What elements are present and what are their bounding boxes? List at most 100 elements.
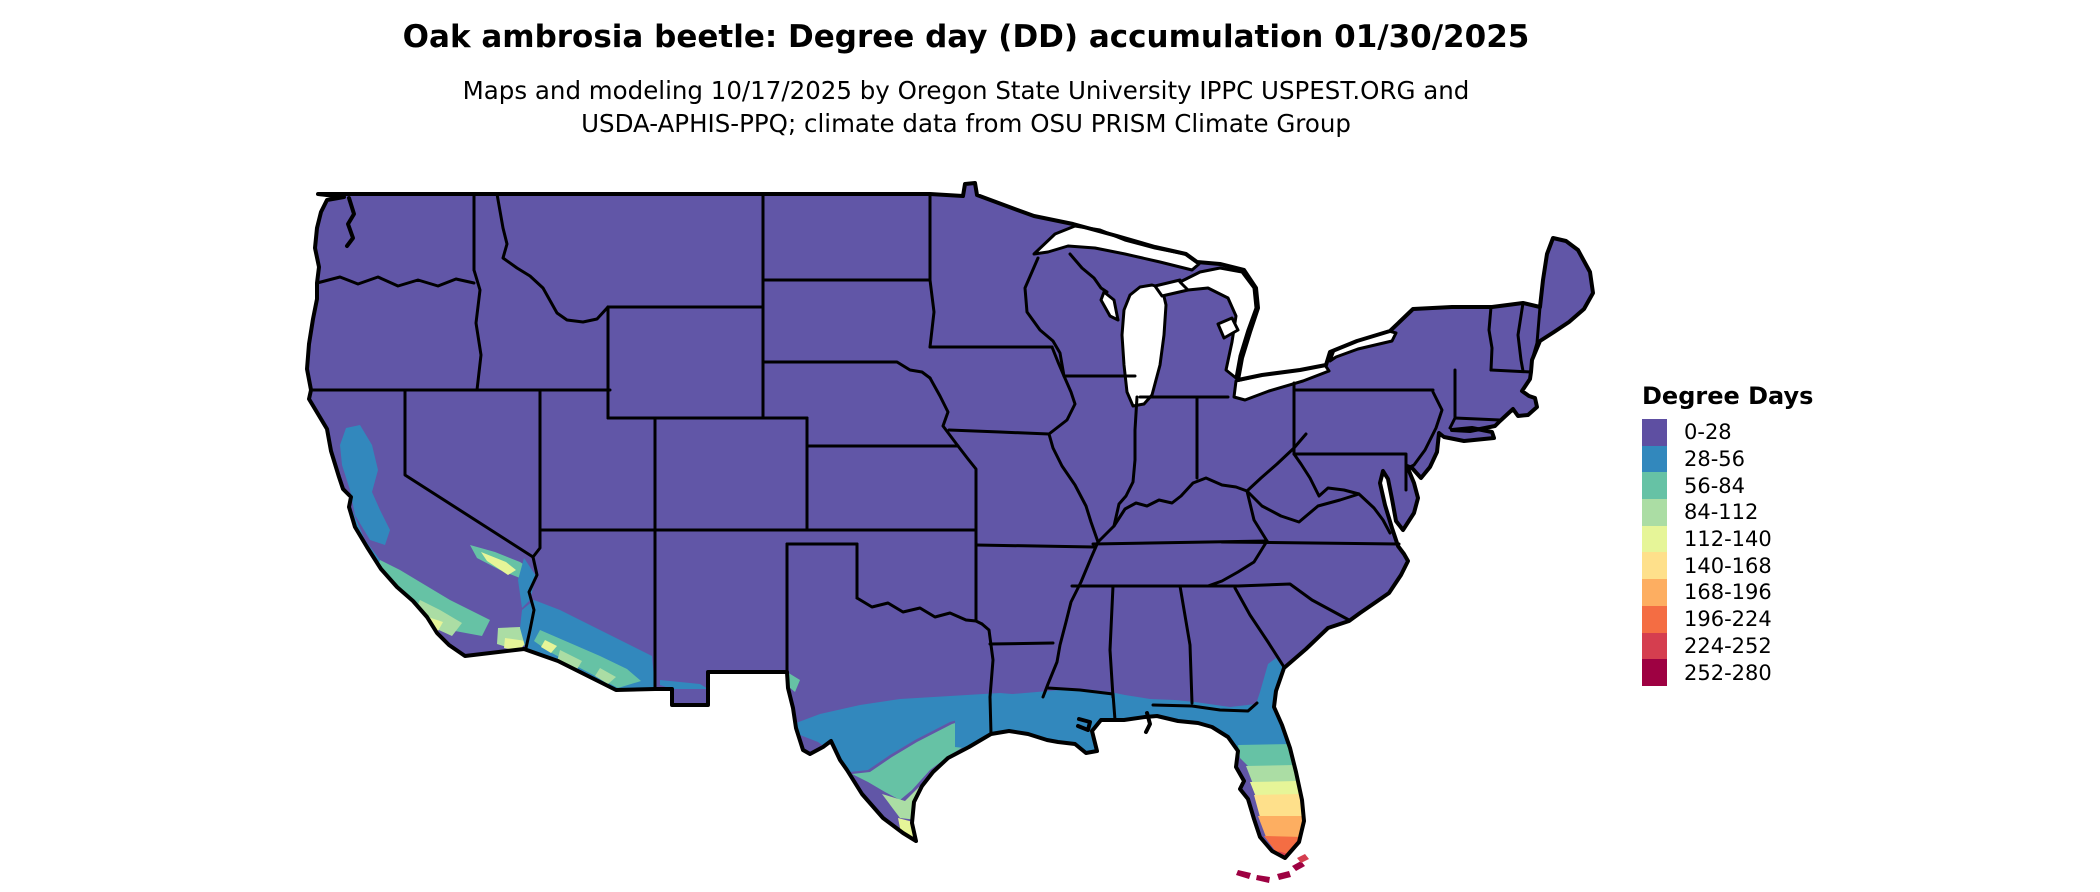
border-ne-sd <box>761 360 932 380</box>
border-mason-dixon <box>1292 452 1408 492</box>
key-252-280-a <box>1236 870 1251 879</box>
legend-label: 168-196 <box>1684 580 1772 605</box>
border-ia-mo <box>947 428 1051 436</box>
legend-row: 252-280 <box>1642 659 1813 686</box>
border-al-fl-ga <box>1151 701 1259 713</box>
border-ohio-river <box>1096 432 1308 544</box>
legend-label: 140-168 <box>1684 553 1772 578</box>
patch-az-56-84 <box>534 630 641 688</box>
patch-ca-socal-84-112 <box>414 600 462 636</box>
legend-label: 84-112 <box>1684 500 1759 525</box>
subtitle-line-1: Maps and modeling 10/17/2025 by Oregon S… <box>462 75 1470 105</box>
legend-row: 56-84 <box>1642 472 1813 500</box>
legend-label: 224-252 <box>1684 633 1772 658</box>
border-la-ms <box>1046 686 1117 722</box>
border-mo-ar <box>974 543 1096 549</box>
patch-fl-112-140 <box>1250 781 1300 797</box>
legend-label: 112-140 <box>1684 527 1772 552</box>
legend-row: 28-56 <box>1642 445 1813 473</box>
legend-row: 140-168 <box>1642 552 1813 580</box>
border-ky-tn <box>1091 539 1269 546</box>
legend-label: 0-28 <box>1684 420 1732 445</box>
legend-swatch-252-280 <box>1642 659 1667 686</box>
patch-channel-island-112-140 <box>410 613 421 622</box>
map-title: Oak ambrosia beetle: Degree day (DD) acc… <box>402 19 1530 55</box>
patch-channel-island-84-112 <box>391 598 403 608</box>
legend-row: 112-140 <box>1642 525 1813 553</box>
legend: Degree Days 0-28 28-56 56-84 84-112 112-… <box>1642 382 1813 686</box>
legend-swatch-168-196 <box>1642 579 1667 606</box>
subtitle-line-2: USDA-APHIS-PPQ; climate data from OSU PR… <box>581 108 1351 138</box>
border-ca-nv <box>403 388 535 559</box>
legend-title: Degree Days <box>1642 382 1814 410</box>
map-subtitle: Maps and modeling 10/17/2025 by Oregon S… <box>0 74 1932 141</box>
legend-swatch-84-112 <box>1642 499 1667 526</box>
patch-az-112-140 <box>541 640 557 653</box>
legend-label: 56-84 <box>1684 473 1746 498</box>
legend-swatch-28-56 <box>1642 445 1667 473</box>
legend-swatch-224-252 <box>1642 632 1667 660</box>
border-il-in <box>1112 395 1139 528</box>
legend-swatch-140-168 <box>1642 552 1667 580</box>
border-missouri-river <box>928 376 978 532</box>
border-mn-wi <box>1023 256 1066 378</box>
state-borders <box>309 192 1542 736</box>
patch-fl-168-196 <box>1258 816 1303 838</box>
border-ms-al <box>1108 584 1115 699</box>
green-bay <box>1099 290 1120 322</box>
legend-row: 0-28 <box>1642 419 1813 446</box>
border-ca-az <box>524 555 539 650</box>
border-al-ga <box>1178 584 1194 705</box>
border-mississippi-river <box>1041 345 1100 699</box>
border-ky-va <box>1245 489 1269 543</box>
key-252-280-d <box>1292 861 1305 871</box>
saginaw-bay <box>1216 316 1240 340</box>
patch-nv-112-140 <box>481 552 516 575</box>
patch-az-84-112-a <box>557 650 582 671</box>
legend-label: 252-280 <box>1684 660 1772 685</box>
legend-swatch-112-140 <box>1642 525 1667 553</box>
border-wa-or <box>315 275 476 288</box>
border-ga-sc <box>1233 586 1286 669</box>
florida-keys <box>1236 854 1309 883</box>
border-ma-north <box>1489 368 1533 374</box>
legend-row: 196-224 <box>1642 605 1813 633</box>
us-outline <box>305 181 1595 860</box>
border-wv-va-md <box>1245 452 1392 535</box>
lake-huron <box>1178 266 1258 380</box>
key-252-280-c <box>1277 871 1291 880</box>
border-id-mt <box>495 192 610 324</box>
patch-ca-valley-28-56 <box>340 425 390 545</box>
border-mi-wi-up <box>1068 252 1109 294</box>
patch-nm-28-56 <box>660 680 708 689</box>
patch-fl-56-84 <box>1238 744 1295 768</box>
legend-swatch-56-84 <box>1642 472 1667 500</box>
border-nc-sc <box>1236 582 1351 622</box>
legend-row: 168-196 <box>1642 579 1813 606</box>
patch-fl-84-112 <box>1246 765 1298 784</box>
border-tx-la <box>980 622 995 736</box>
key-224-252 <box>1297 854 1309 863</box>
legend-label: 196-224 <box>1684 607 1772 632</box>
patch-ca-socal-56-84 <box>374 560 490 636</box>
border-or-id-snake <box>472 268 483 392</box>
border-red-river <box>855 596 984 626</box>
puget-sound <box>345 196 356 248</box>
border-tn-nc <box>1206 539 1269 588</box>
border-nv-az <box>531 528 542 559</box>
key-252-280-b <box>1256 875 1270 883</box>
patch-az-84-112-b <box>595 668 616 684</box>
patch-la-coast-56-84 <box>1048 744 1065 756</box>
border-mn-west <box>928 192 936 349</box>
header: Oak ambrosia beetle: Degree day (DD) acc… <box>0 19 1932 141</box>
border-vt-nh <box>1516 301 1525 373</box>
legend-swatch-0-28 <box>1642 419 1667 446</box>
patch-fl-140-168 <box>1254 794 1302 817</box>
legend-row: 224-252 <box>1642 632 1813 660</box>
legend-row: 84-112 <box>1642 499 1813 526</box>
legend-label: 28-56 <box>1684 447 1746 472</box>
patch-az-river-28-56 <box>518 558 536 608</box>
border-ar-la <box>988 641 1055 646</box>
legend-swatch-196-224 <box>1642 605 1667 633</box>
